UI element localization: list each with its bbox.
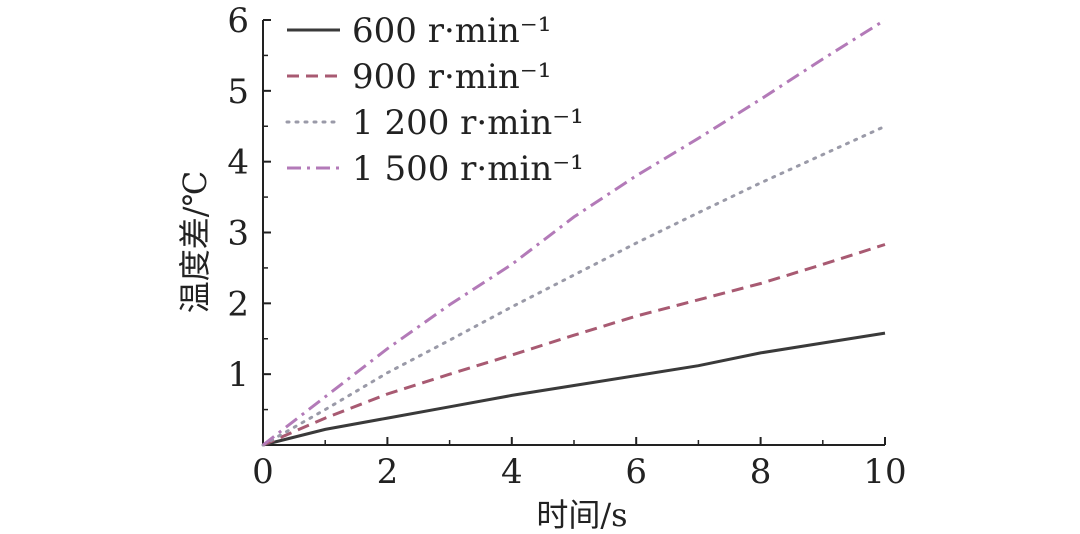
series-line-1 — [262, 331, 886, 447]
x-tick-label: 6 — [625, 452, 647, 492]
y-tick-label: 5 — [227, 72, 249, 112]
x-tick-label: 8 — [750, 452, 772, 492]
x-tick-label: 4 — [501, 452, 523, 492]
legend: 600 r·min⁻¹ 900 r·min⁻¹ 1 200 r·min⁻¹ 1 500… — [285, 11, 584, 189]
y-axis-label: 温度差/℃ — [176, 171, 214, 314]
y-tick-label: 2 — [227, 284, 249, 324]
series-line-4 — [262, 18, 886, 447]
y-tick-label: 1 — [227, 355, 249, 395]
legend-label-4: 1 500 r·min⁻¹ — [352, 149, 584, 189]
series-line-3 — [261, 124, 887, 447]
plot-area — [261, 18, 887, 447]
legend-label-3: 1 200 r·min⁻¹ — [352, 103, 584, 143]
x-tick-label: 10 — [863, 452, 906, 492]
legend-label-1: 600 r·min⁻¹ — [352, 11, 551, 51]
y-tick-label: 6 — [227, 1, 249, 41]
y-tick-label: 4 — [227, 143, 249, 183]
x-tick-label: 0 — [252, 452, 274, 492]
y-tick-label: 3 — [227, 214, 249, 254]
x-axis-label: 时间/s — [536, 496, 627, 534]
legend-label-2: 900 r·min⁻¹ — [352, 57, 551, 97]
series-line-2 — [262, 243, 886, 447]
x-tick-label: 2 — [377, 452, 399, 492]
